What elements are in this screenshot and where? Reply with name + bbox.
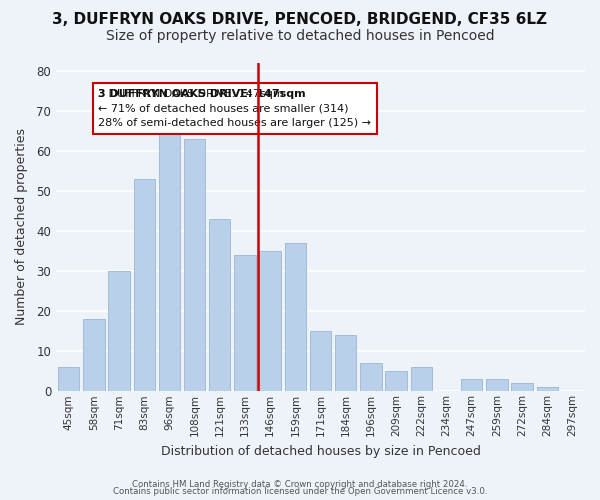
Text: Size of property relative to detached houses in Pencoed: Size of property relative to detached ho… — [106, 29, 494, 43]
Bar — [58, 367, 79, 392]
Text: Contains public sector information licensed under the Open Government Licence v3: Contains public sector information licen… — [113, 487, 487, 496]
Bar — [109, 271, 130, 392]
Text: 3 DUFFRYN OAKS DRIVE: 147sqm: 3 DUFFRYN OAKS DRIVE: 147sqm — [98, 89, 306, 99]
Bar — [310, 331, 331, 392]
Bar — [184, 138, 205, 392]
Bar — [385, 371, 407, 392]
Bar — [234, 255, 256, 392]
Bar — [83, 319, 104, 392]
Bar — [486, 379, 508, 392]
Bar — [410, 367, 432, 392]
Bar — [511, 383, 533, 392]
Y-axis label: Number of detached properties: Number of detached properties — [15, 128, 28, 326]
Bar — [259, 251, 281, 392]
Text: Contains HM Land Registry data © Crown copyright and database right 2024.: Contains HM Land Registry data © Crown c… — [132, 480, 468, 489]
Text: 3 DUFFRYN OAKS DRIVE: 147sqm
← 71% of detached houses are smaller (314)
28% of s: 3 DUFFRYN OAKS DRIVE: 147sqm ← 71% of de… — [98, 89, 371, 128]
Bar — [536, 388, 558, 392]
Bar — [360, 363, 382, 392]
Bar — [284, 243, 306, 392]
Text: 3, DUFFRYN OAKS DRIVE, PENCOED, BRIDGEND, CF35 6LZ: 3, DUFFRYN OAKS DRIVE, PENCOED, BRIDGEND… — [53, 12, 548, 28]
Bar — [461, 379, 482, 392]
Bar — [335, 335, 356, 392]
Bar — [134, 179, 155, 392]
Bar — [159, 126, 180, 392]
Bar — [209, 219, 230, 392]
X-axis label: Distribution of detached houses by size in Pencoed: Distribution of detached houses by size … — [161, 444, 481, 458]
